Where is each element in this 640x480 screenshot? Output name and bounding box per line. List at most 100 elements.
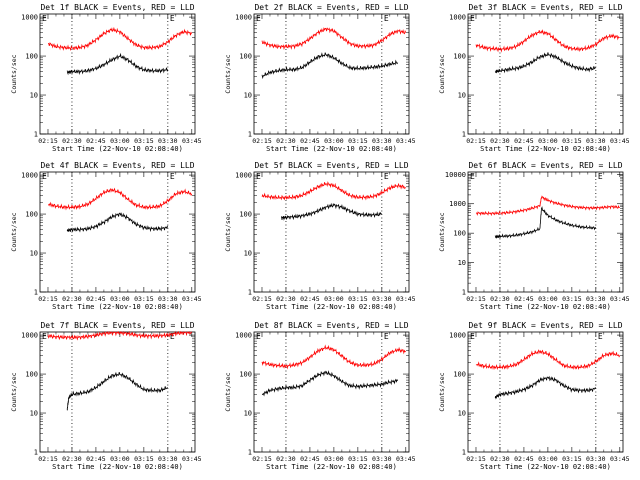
x-tick-label: 03:45 (396, 137, 416, 145)
flag-letter: E (256, 172, 261, 181)
lld-series-line (475, 195, 620, 217)
x-tick-label: 02:30 (62, 455, 82, 463)
flag-letter: E (42, 14, 47, 23)
x-tick-label: 02:15 (252, 137, 272, 145)
x-tick-label: 03:45 (182, 455, 202, 463)
x-tick-label: 03:30 (586, 455, 606, 463)
x-tick-label: 02:15 (38, 455, 58, 463)
x-axis-label: Start Time (22-Nov-10 02:08:40) (266, 303, 397, 311)
y-tick-label: 1 (462, 449, 466, 457)
y-tick-label: 1000 (235, 332, 252, 340)
lld-series-line (48, 26, 193, 52)
x-tick-label: 03:00 (110, 295, 130, 303)
flag-letter: E (42, 332, 47, 341)
x-tick-label: 02:45 (514, 295, 534, 303)
x-tick-label: 03:45 (396, 295, 416, 303)
x-tick-label: 02:30 (62, 295, 82, 303)
y-tick-label: 100 (239, 371, 252, 379)
plot-frame (467, 171, 624, 293)
x-tick-label: 03:00 (324, 295, 344, 303)
panel-det-5: Det 5f BLACK = Events, RED = LLD 1 10 100 10… (224, 161, 416, 311)
x-tick-label: 02:30 (490, 295, 510, 303)
lld-series-line (47, 330, 193, 341)
y-axis-label: Counts/sec (10, 212, 18, 251)
x-axis-label: Start Time (22-Nov-10 02:08:40) (480, 145, 611, 153)
flag-letter: E (42, 172, 47, 181)
x-tick-label: 03:45 (610, 295, 630, 303)
x-tick-label: 03:00 (538, 455, 558, 463)
y-tick-label: 10000 (445, 171, 466, 179)
flag-letter: E (598, 172, 603, 181)
y-tick-label: 100 (453, 371, 466, 379)
y-tick-label: 10 (458, 92, 466, 100)
x-tick-label: 03:00 (538, 295, 558, 303)
y-tick-label: 1000 (21, 332, 38, 340)
plot-frame (39, 13, 196, 135)
x-tick-label: 03:45 (182, 137, 202, 145)
y-tick-label: 10 (30, 92, 38, 100)
events-series-line (66, 212, 169, 233)
lld-series-line (261, 344, 406, 370)
y-tick-label: 100 (25, 371, 38, 379)
y-tick-label: 1 (248, 131, 252, 139)
x-tick-label: 03:00 (110, 137, 130, 145)
flag-letter: E (256, 332, 261, 341)
flag-letter: E (470, 332, 475, 341)
x-tick-label: 03:30 (158, 455, 178, 463)
events-series-line (280, 202, 382, 221)
flag-letter: E (170, 172, 175, 181)
x-tick-label: 02:30 (276, 295, 296, 303)
x-tick-label: 03:15 (348, 295, 368, 303)
y-tick-label: 100 (25, 211, 38, 219)
y-tick-label: 10 (30, 250, 38, 258)
x-tick-label: 02:45 (86, 455, 106, 463)
x-tick-label: 02:45 (86, 137, 106, 145)
flag-letter: E (256, 14, 261, 23)
y-tick-label: 1000 (21, 14, 38, 22)
panel-title: Det 8f BLACK = Events, RED = LLD (254, 321, 408, 330)
y-axis-label: Counts/sec (224, 372, 232, 411)
x-axis-label: Start Time (22-Nov-10 02:08:40) (52, 145, 183, 153)
flag-letter: E (384, 14, 389, 23)
y-axis-label: Counts/sec (10, 372, 18, 411)
x-tick-label: 03:45 (610, 455, 630, 463)
plot-frame (253, 13, 410, 135)
panel-det-6: Det 6f BLACK = Events, RED = LLD 1 10 100 10… (438, 161, 630, 311)
x-tick-label: 02:45 (300, 295, 320, 303)
panel-det-8: Det 8f BLACK = Events, RED = LLD 1 10 100 10… (224, 321, 416, 471)
y-tick-label: 10 (30, 410, 38, 418)
panel-title: Det 7f BLACK = Events, RED = LLD (40, 321, 194, 330)
flag-letter: E (598, 332, 603, 341)
panel-det-1: Det 1f BLACK = Events, RED = LLD 1 10 100 10… (10, 3, 202, 153)
flag-letter: E (598, 14, 603, 23)
events-series-line (261, 370, 399, 397)
x-tick-label: 03:00 (324, 455, 344, 463)
x-tick-label: 02:45 (300, 455, 320, 463)
y-axis-label: Counts/sec (10, 54, 18, 93)
x-tick-label: 02:30 (490, 455, 510, 463)
x-tick-label: 02:15 (38, 137, 58, 145)
x-tick-label: 03:15 (562, 295, 582, 303)
panel-det-4: Det 4f BLACK = Events, RED = LLD 1 10 100 10… (10, 161, 202, 311)
y-tick-label: 1 (462, 289, 466, 297)
y-tick-label: 1000 (449, 332, 466, 340)
x-tick-label: 02:45 (300, 137, 320, 145)
x-tick-label: 02:15 (252, 295, 272, 303)
plot-frame (253, 331, 410, 453)
x-tick-label: 03:45 (396, 455, 416, 463)
y-axis-label: Counts/sec (224, 54, 232, 93)
y-tick-label: 1 (34, 131, 38, 139)
plot-frame (467, 331, 624, 453)
y-axis-label: Counts/sec (438, 212, 446, 251)
x-axis-label: Start Time (22-Nov-10 02:08:40) (52, 303, 183, 311)
y-tick-label: 10 (458, 410, 466, 418)
x-tick-label: 03:30 (586, 295, 606, 303)
y-tick-label: 100 (239, 211, 252, 219)
y-tick-label: 1 (462, 131, 466, 139)
panel-title: Det 3f BLACK = Events, RED = LLD (468, 3, 622, 12)
y-tick-label: 1000 (21, 172, 38, 180)
panel-title: Det 6f BLACK = Events, RED = LLD (468, 161, 622, 170)
panel-title: Det 5f BLACK = Events, RED = LLD (254, 161, 408, 170)
x-axis-label: Start Time (22-Nov-10 02:08:40) (480, 303, 611, 311)
